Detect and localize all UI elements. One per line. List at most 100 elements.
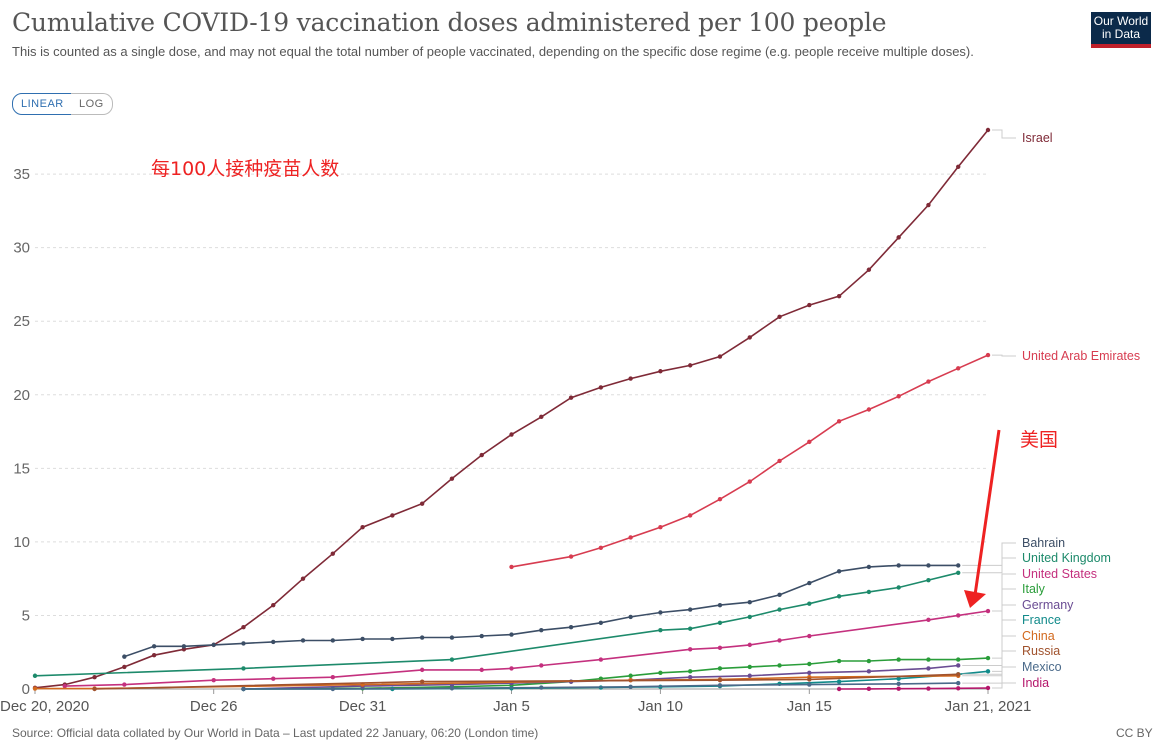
data-point-israel[interactable] — [449, 476, 455, 481]
data-point-mexico[interactable] — [956, 680, 961, 686]
data-point-italy[interactable] — [956, 657, 961, 662]
data-point-united-arab-emirates[interactable] — [807, 439, 812, 445]
data-point-italy[interactable] — [985, 655, 991, 661]
data-point-italy[interactable] — [598, 676, 604, 681]
series-label-china[interactable]: China — [1022, 629, 1055, 643]
data-point-germany[interactable] — [807, 670, 812, 676]
series-line-germany[interactable] — [243, 664, 959, 690]
data-point-bahrain[interactable] — [449, 635, 455, 640]
series-label-united-kingdom[interactable]: United Kingdom — [1022, 551, 1111, 565]
data-point-bahrain[interactable] — [390, 636, 395, 642]
data-point-united-kingdom[interactable] — [956, 570, 961, 575]
series-united-arab-emirates[interactable] — [509, 352, 991, 570]
data-point-united-states[interactable] — [687, 647, 693, 652]
data-point-israel[interactable] — [628, 376, 633, 381]
data-point-united-arab-emirates[interactable] — [509, 564, 514, 570]
data-point-united-kingdom[interactable] — [658, 627, 663, 633]
data-point-israel[interactable] — [747, 335, 752, 340]
data-point-united-kingdom[interactable] — [926, 577, 931, 583]
data-point-united-kingdom[interactable] — [896, 585, 901, 590]
data-point-united-arab-emirates[interactable] — [866, 407, 872, 412]
data-point-united-arab-emirates[interactable] — [985, 352, 991, 358]
data-point-israel[interactable] — [658, 369, 663, 374]
data-point-israel[interactable] — [241, 625, 246, 630]
data-point-italy[interactable] — [747, 664, 752, 670]
data-point-israel[interactable] — [151, 652, 157, 658]
data-point-israel[interactable] — [985, 127, 991, 133]
data-point-united-kingdom[interactable] — [241, 666, 246, 671]
data-point-france[interactable] — [836, 679, 842, 684]
data-point-united-kingdom[interactable] — [687, 626, 693, 631]
data-point-china[interactable] — [32, 686, 38, 691]
data-point-italy[interactable] — [717, 666, 723, 671]
data-point-germany[interactable] — [747, 673, 752, 678]
data-point-italy[interactable] — [926, 657, 931, 662]
data-point-united-arab-emirates[interactable] — [896, 394, 901, 399]
series-united-states[interactable] — [62, 608, 991, 689]
data-point-united-kingdom[interactable] — [836, 594, 842, 599]
owid-logo[interactable]: Our World in Data — [1091, 12, 1151, 48]
data-point-united-arab-emirates[interactable] — [777, 458, 782, 464]
data-point-united-states[interactable] — [271, 676, 276, 681]
data-point-italy[interactable] — [807, 661, 812, 667]
data-point-united-states[interactable] — [777, 638, 782, 643]
data-point-mexico[interactable] — [717, 683, 723, 688]
data-point-israel[interactable] — [92, 675, 97, 680]
data-point-bahrain[interactable] — [360, 636, 365, 642]
data-point-bahrain[interactable] — [836, 569, 842, 574]
data-point-united-states[interactable] — [62, 683, 67, 689]
data-point-bahrain[interactable] — [628, 614, 633, 620]
data-point-united-arab-emirates[interactable] — [568, 554, 574, 559]
data-point-israel[interactable] — [598, 385, 604, 390]
data-point-bahrain[interactable] — [271, 639, 276, 645]
data-point-united-kingdom[interactable] — [747, 614, 752, 620]
data-point-united-states[interactable] — [807, 633, 812, 639]
data-point-united-states[interactable] — [330, 675, 336, 680]
data-point-israel[interactable] — [956, 164, 961, 169]
series-label-russia[interactable]: Russia — [1022, 644, 1060, 658]
data-point-united-arab-emirates[interactable] — [836, 419, 842, 424]
data-point-italy[interactable] — [866, 658, 872, 664]
data-point-india[interactable] — [926, 686, 931, 691]
data-point-mexico[interactable] — [896, 681, 901, 687]
data-point-united-states[interactable] — [747, 642, 752, 648]
data-point-india[interactable] — [985, 685, 991, 691]
data-point-bahrain[interactable] — [181, 644, 187, 649]
data-point-united-states[interactable] — [509, 666, 514, 671]
data-point-united-kingdom[interactable] — [717, 620, 723, 626]
log-scale-button[interactable]: LOG — [71, 93, 113, 115]
data-point-israel[interactable] — [330, 551, 336, 556]
data-point-russia[interactable] — [717, 677, 723, 683]
data-point-israel[interactable] — [777, 314, 782, 320]
data-point-israel[interactable] — [896, 235, 901, 240]
data-point-united-arab-emirates[interactable] — [687, 513, 693, 518]
data-point-bahrain[interactable] — [211, 642, 216, 648]
data-point-united-kingdom[interactable] — [32, 673, 38, 678]
data-point-mexico[interactable] — [449, 686, 455, 691]
data-point-united-arab-emirates[interactable] — [717, 497, 723, 502]
data-point-united-states[interactable] — [211, 677, 216, 683]
data-point-italy[interactable] — [896, 657, 901, 662]
data-point-israel[interactable] — [271, 602, 276, 608]
data-point-bahrain[interactable] — [896, 563, 901, 568]
series-label-france[interactable]: France — [1022, 613, 1061, 627]
data-point-mexico[interactable] — [628, 684, 633, 689]
series-israel[interactable] — [32, 127, 991, 691]
data-point-france[interactable] — [896, 676, 901, 681]
data-point-bahrain[interactable] — [717, 602, 723, 608]
series-label-germany[interactable]: Germany — [1022, 598, 1074, 612]
data-point-israel[interactable] — [866, 267, 872, 272]
data-point-russia[interactable] — [92, 686, 97, 692]
series-united-kingdom[interactable] — [32, 570, 961, 678]
data-point-united-states[interactable] — [717, 645, 723, 651]
series-label-italy[interactable]: Italy — [1022, 582, 1046, 596]
data-point-bahrain[interactable] — [151, 644, 157, 649]
data-point-israel[interactable] — [836, 294, 842, 299]
series-label-united-arab-emirates[interactable]: United Arab Emirates — [1022, 349, 1140, 363]
data-point-bahrain[interactable] — [866, 564, 872, 570]
series-line-india[interactable] — [839, 687, 989, 690]
data-point-france[interactable] — [985, 669, 991, 674]
data-point-bahrain[interactable] — [539, 627, 544, 633]
data-point-italy[interactable] — [687, 669, 693, 674]
data-point-united-arab-emirates[interactable] — [747, 479, 752, 484]
